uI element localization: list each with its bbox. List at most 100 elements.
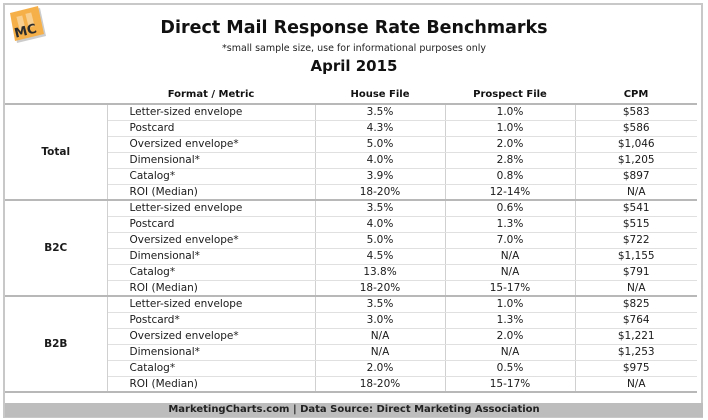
prospect-file-cell: N/A <box>445 248 576 265</box>
prospect-file-cell: 0.5% <box>445 360 576 377</box>
segment-label: B2B <box>5 296 108 393</box>
format-cell: Dimensional* <box>107 152 316 169</box>
format-cell: Dimensional* <box>107 248 316 265</box>
format-cell: ROI (Median) <box>107 280 316 297</box>
house-file-cell: 18-20% <box>315 280 446 297</box>
house-file-cell: 3.5% <box>315 296 446 313</box>
prospect-file-cell: 7.0% <box>445 232 576 249</box>
table-header-row: Format / Metric House File Prospect File… <box>5 86 697 105</box>
house-file-cell: 5.0% <box>315 136 446 153</box>
format-cell: Catalog* <box>107 360 316 377</box>
table-row: Catalog* 2.0% 0.5% $975 <box>5 360 697 377</box>
house-file-cell: 4.0% <box>315 152 446 169</box>
prospect-file-cell: N/A <box>445 344 576 361</box>
cpm-cell: $1,253 <box>575 344 697 361</box>
format-cell: Postcard* <box>107 312 316 329</box>
table-row: ROI (Median) 18-20% 12-14% N/A <box>5 184 697 201</box>
prospect-file-cell: 2.0% <box>445 328 576 345</box>
table-row: Postcard 4.0% 1.3% $515 <box>5 216 697 233</box>
cpm-column-header: CPM <box>575 86 697 105</box>
prospect-file-cell: 2.8% <box>445 152 576 169</box>
prospect-file-cell: 1.0% <box>445 120 576 137</box>
cpm-cell: $897 <box>575 168 697 185</box>
prospect-file-cell: N/A <box>445 264 576 281</box>
format-cell: Postcard <box>107 216 316 233</box>
prospect-file-cell: 15-17% <box>445 376 576 393</box>
format-column-header: Format / Metric <box>107 86 315 105</box>
table-row: ROI (Median) 18-20% 15-17% N/A <box>5 376 697 393</box>
format-cell: ROI (Median) <box>107 184 316 201</box>
table-row: B2C Letter-sized envelope 3.5% 0.6% $541 <box>5 200 697 297</box>
table-row: B2B Letter-sized envelope 3.5% 1.0% $825 <box>5 296 697 393</box>
house-file-cell: 13.8% <box>315 264 446 281</box>
house-file-cell: 18-20% <box>315 184 446 201</box>
table-row: Oversized envelope* 5.0% 2.0% $1,046 <box>5 136 697 153</box>
marketingcharts-logo-icon: MC <box>10 6 46 43</box>
cpm-cell: N/A <box>575 376 697 393</box>
prospect-file-cell: 1.0% <box>445 104 576 121</box>
cpm-cell: $1,046 <box>575 136 697 153</box>
cpm-cell: $541 <box>575 200 697 217</box>
svg-text:MC: MC <box>13 22 38 42</box>
prospect-file-cell: 0.6% <box>445 200 576 217</box>
chart-subtitle: *small sample size, use for informationa… <box>222 43 486 54</box>
table-body: Total Letter-sized envelope 3.5% 1.0% $583 Po… <box>5 104 697 393</box>
table-row: Dimensional* 4.0% 2.8% $1,205 <box>5 152 697 169</box>
segment-label: B2C <box>5 200 108 297</box>
cpm-cell: $825 <box>575 296 697 313</box>
table-row: ROI (Median) 18-20% 15-17% N/A <box>5 280 697 297</box>
prospect-file-cell: 1.3% <box>445 312 576 329</box>
chart-period: April 2015 <box>310 57 398 75</box>
table-row: Oversized envelope* N/A 2.0% $1,221 <box>5 328 697 345</box>
cpm-cell: $764 <box>575 312 697 329</box>
house-file-cell: 4.3% <box>315 120 446 137</box>
table-row: Catalog* 13.8% N/A $791 <box>5 264 697 281</box>
format-cell: Oversized envelope* <box>107 136 316 153</box>
house-file-cell: 3.5% <box>315 200 446 217</box>
table-row: Dimensional* 4.5% N/A $1,155 <box>5 248 697 265</box>
cpm-cell: $1,221 <box>575 328 697 345</box>
prospect-file-cell: 1.0% <box>445 296 576 313</box>
format-cell: Postcard <box>107 120 316 137</box>
cpm-cell: $975 <box>575 360 697 377</box>
format-cell: Catalog* <box>107 168 316 185</box>
cpm-cell: $515 <box>575 216 697 233</box>
benchmark-table: Format / Metric House File Prospect File… <box>5 86 697 393</box>
prospect-file-cell: 2.0% <box>445 136 576 153</box>
table-row: Postcard* 3.0% 1.3% $764 <box>5 312 697 329</box>
format-cell: ROI (Median) <box>107 376 316 393</box>
table-row: Dimensional* N/A N/A $1,253 <box>5 344 697 361</box>
table-row: Total Letter-sized envelope 3.5% 1.0% $583 <box>5 104 697 201</box>
chart-title: Direct Mail Response Rate Benchmarks <box>160 18 548 38</box>
house-file-cell: 2.0% <box>315 360 446 377</box>
house-file-cell: N/A <box>315 344 446 361</box>
prospect-file-cell: 1.3% <box>445 216 576 233</box>
cpm-cell: $583 <box>575 104 697 121</box>
prospect-file-column-header: Prospect File <box>445 86 575 105</box>
table-row: Catalog* 3.9% 0.8% $897 <box>5 168 697 185</box>
format-cell: Catalog* <box>107 264 316 281</box>
format-cell: Oversized envelope* <box>107 328 316 345</box>
cpm-cell: N/A <box>575 280 697 297</box>
cpm-cell: $791 <box>575 264 697 281</box>
segment-label: Total <box>5 104 108 201</box>
format-cell: Letter-sized envelope <box>107 296 316 313</box>
house-file-cell: 3.5% <box>315 104 446 121</box>
house-file-column-header: House File <box>315 86 445 105</box>
cpm-cell: N/A <box>575 184 697 201</box>
house-file-cell: N/A <box>315 328 446 345</box>
house-file-cell: 4.5% <box>315 248 446 265</box>
format-cell: Oversized envelope* <box>107 232 316 249</box>
cpm-cell: $586 <box>575 120 697 137</box>
table-row: Oversized envelope* 5.0% 7.0% $722 <box>5 232 697 249</box>
format-cell: Letter-sized envelope <box>107 200 316 217</box>
house-file-cell: 18-20% <box>315 376 446 393</box>
cpm-cell: $722 <box>575 232 697 249</box>
house-file-cell: 5.0% <box>315 232 446 249</box>
cpm-cell: $1,205 <box>575 152 697 169</box>
house-file-cell: 3.9% <box>315 168 446 185</box>
segment-column-header <box>5 86 107 105</box>
source-footer: MarketingCharts.com | Data Source: Direc… <box>5 403 703 417</box>
prospect-file-cell: 12-14% <box>445 184 576 201</box>
prospect-file-cell: 15-17% <box>445 280 576 297</box>
